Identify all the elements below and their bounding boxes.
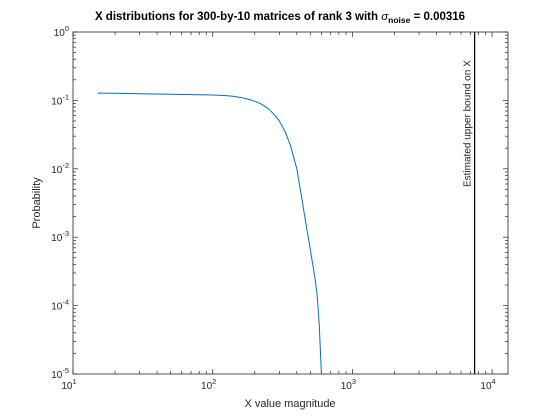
y-tick-label: 10-3 [51, 229, 69, 244]
chart-title: X distributions for 300-by-10 matrices o… [95, 11, 465, 25]
axes-box [72, 31, 509, 375]
y-tick-exponent: -3 [62, 229, 69, 238]
y-tick-exponent: -5 [62, 366, 69, 375]
title-suffix: = 0.00316 [410, 11, 465, 23]
series-layer [97, 92, 322, 375]
upper-bound-label: Estimated upper bound on X [463, 60, 474, 187]
y-tick-exponent: -2 [62, 161, 69, 170]
x-tick-label: 104 [480, 377, 495, 392]
x-tick-base: 10 [61, 381, 73, 392]
x-tick-base: 10 [480, 381, 492, 392]
x-axis-label: X value magnitude [244, 398, 335, 410]
y-tick-label: 10-1 [51, 92, 69, 107]
title-subscript: noise [388, 15, 410, 25]
y-tick-base: 10 [51, 370, 63, 381]
probability-curve [97, 92, 322, 375]
y-tick-base: 10 [54, 28, 66, 39]
title-main: X distributions for 300-by-10 matrices o… [95, 11, 381, 23]
y-axis-label: Probability [31, 177, 43, 229]
x-tick-label: 102 [201, 377, 216, 392]
x-tick-exponent: 3 [352, 377, 356, 386]
y-tick-label: 10-5 [51, 366, 69, 381]
y-tick-base: 10 [51, 302, 63, 313]
x-tick-base: 10 [341, 381, 353, 392]
y-tick-label: 10-2 [51, 161, 69, 176]
y-tick-base: 10 [51, 165, 63, 176]
x-tick-exponent: 2 [212, 377, 216, 386]
x-axis: 101 102 103 104 [61, 32, 496, 392]
y-tick-label: 10-4 [51, 298, 69, 313]
title-sigma: σ [381, 11, 389, 23]
y-tick-base: 10 [51, 233, 63, 244]
y-tick-exponent: 0 [65, 24, 69, 33]
y-tick-label: 100 [54, 24, 69, 39]
x-tick-exponent: 1 [72, 377, 76, 386]
y-tick-exponent: -4 [62, 298, 69, 307]
y-tick-exponent: -1 [62, 92, 69, 101]
x-tick-label: 103 [341, 377, 356, 392]
x-tick-label: 101 [61, 377, 76, 392]
x-tick-base: 10 [201, 381, 213, 392]
upper-bound-marker: Estimated upper bound on X [463, 32, 476, 374]
x-tick-exponent: 4 [492, 377, 496, 386]
y-tick-base: 10 [51, 96, 63, 107]
